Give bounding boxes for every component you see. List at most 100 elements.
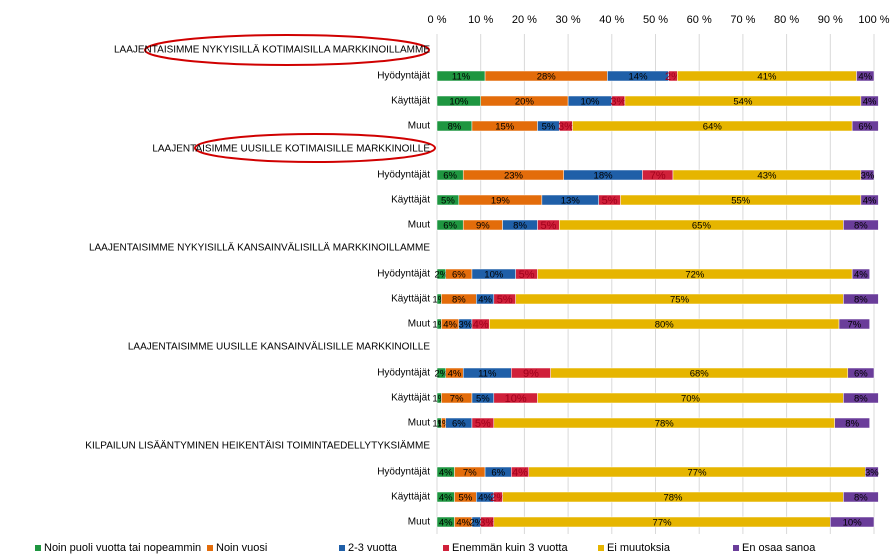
y-tick-label: Muut [408,220,430,231]
x-tick-label: 90 % [818,14,843,26]
value-label: 5% [540,220,556,232]
legend-label: Noin vuosi [216,542,267,554]
value-label: 6% [491,468,505,479]
value-label: 2% [435,369,449,380]
value-label: 8% [448,122,462,133]
bar-segment [860,95,879,107]
bar-segment [856,70,875,82]
value-label: 5% [441,196,455,207]
value-label: 11% [452,72,471,83]
y-tick-label: Käyttäjät [391,393,430,404]
bar-segment [860,194,879,206]
value-label: 4% [439,468,453,479]
value-label: 10% [580,97,600,108]
value-label: 1% [432,394,446,405]
legend-swatch [35,545,41,551]
bar-segment [830,516,875,528]
legend-swatch [207,545,213,551]
value-label: 11% [478,369,497,380]
bar-segment [847,367,875,379]
y-tick-label: Käyttäjät [391,294,430,305]
legend-label: Enemmän kuin 3 vuotta [452,542,568,554]
group-title: LAAJENTAISIMME NYKYISILLÄ KANSAINVÄLISIL… [89,242,430,254]
value-label: 78% [663,493,683,504]
value-label: 7% [450,394,464,405]
value-label: 4% [478,493,492,504]
value-label: 10% [505,393,527,405]
legend-label: Ei muutoksia [607,542,671,554]
value-label: 14% [629,72,649,83]
x-tick-label: 30 % [556,14,581,26]
value-label: 3% [861,171,875,182]
value-label: 18% [594,171,614,182]
group-title: LAAJENTAISIMME UUSILLE KANSAINVÄLISILLE … [128,341,430,353]
x-tick-label: 80 % [774,14,799,26]
value-label: 64% [703,122,723,133]
group-title: LAAJENTAISIMME NYKYISILLÄ KOTIMAISILLA M… [114,44,430,56]
value-label: 78% [655,419,675,430]
value-label: 5% [602,195,618,207]
x-tick-label: 0 % [428,14,447,26]
bar-segment [865,466,879,478]
value-label: 28% [537,72,557,83]
group-title: KILPAILUN LISÄÄNTYMINEN HEIKENTÄISI TOIM… [85,440,430,452]
value-label: 8% [854,493,868,504]
value-label: 10% [843,518,863,529]
value-label: 2% [469,518,483,529]
x-tick-label: 70 % [730,14,755,26]
legend-label: En osaa sanoa [742,542,816,554]
value-label: 77% [688,468,708,479]
value-label: 5% [519,269,535,281]
x-tick-label: 60 % [687,14,712,26]
value-label: 6% [858,122,872,133]
value-label: 8% [854,394,868,405]
value-label: 7% [463,468,477,479]
x-tick-label: 20 % [512,14,537,26]
value-label: 2% [435,270,449,281]
y-tick-label: Käyttäjät [391,492,430,503]
value-label: 3% [865,468,879,479]
value-label: 3% [558,121,574,133]
value-label: 4% [854,270,868,281]
y-tick-label: Muut [408,517,430,528]
value-label: 5% [542,122,556,133]
value-label: 7% [650,170,666,182]
value-label: 54% [733,97,753,108]
value-label: 7% [847,320,861,331]
highlight-ellipse [144,34,430,66]
bar-segment [851,120,879,132]
value-label: 10% [449,97,469,108]
value-label: 43% [757,171,777,182]
value-label: 77% [653,518,673,529]
value-label: 4% [478,295,492,306]
x-tick-label: 100 % [858,14,889,26]
value-label: 55% [731,196,751,207]
value-label: 4% [858,72,872,83]
value-label: 5% [459,493,473,504]
value-label: 9% [476,221,490,232]
x-tick-label: 50 % [643,14,668,26]
value-label: 4% [448,369,462,380]
legend-swatch [339,545,345,551]
marks: 11% 28% 14% 2% 41% 4%10% 20% 10% 3% 54% 4%8% 15% 5% 3… [432,70,879,529]
value-label: 1% [437,419,451,430]
value-label: 8% [854,295,868,306]
y-tick-label: Hyödyntäjät [377,368,430,379]
value-label: 8% [845,419,859,430]
bar-segment [838,318,870,330]
value-label: 6% [443,171,457,182]
y-tick-label: Käyttäjät [391,195,430,206]
value-label: 23% [504,171,524,182]
bar-segment [843,293,879,305]
value-label: 6% [452,270,466,281]
legend-swatch [733,545,739,551]
value-label: 4% [439,518,453,529]
value-label: 4% [443,320,457,331]
value-label: 13% [561,196,581,207]
value-label: 4% [439,493,453,504]
bar-segment [860,169,875,181]
bar-segment [851,268,870,280]
value-label: 4% [863,196,877,207]
value-label: 3% [479,517,495,529]
